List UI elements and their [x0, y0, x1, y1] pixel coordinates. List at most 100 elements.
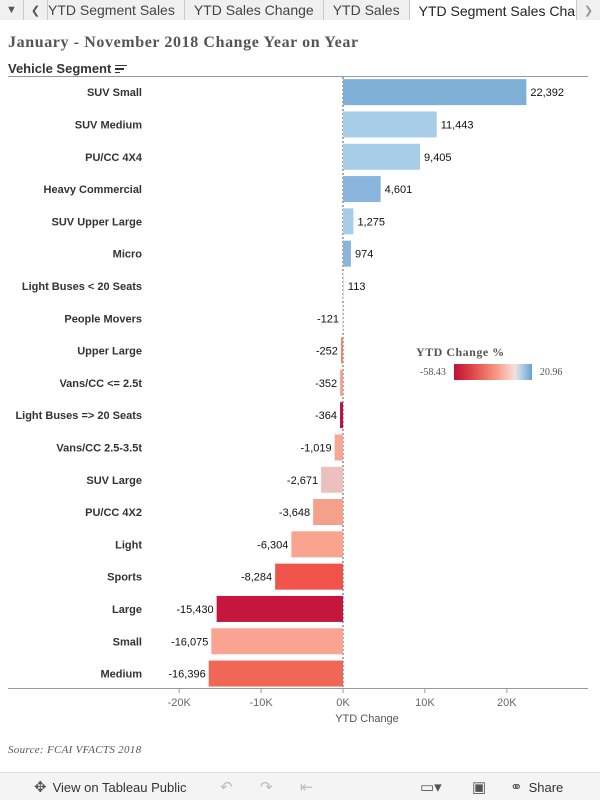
- category-label: Light: [115, 539, 142, 551]
- data-label: -3,648: [279, 507, 310, 519]
- bar: [216, 595, 343, 622]
- data-label: -121: [317, 313, 339, 325]
- data-label: -15,430: [176, 604, 213, 616]
- category-label: PU/CC 4X2: [85, 507, 142, 519]
- bar: [343, 111, 437, 138]
- data-label: -352: [315, 378, 337, 390]
- share-icon: ⚭: [510, 779, 523, 796]
- view-on-tableau-label: View on Tableau Public: [52, 779, 187, 795]
- tab-ytd-sales-change[interactable]: YTD Sales Change: [184, 0, 324, 20]
- bar: [343, 240, 351, 267]
- bar: [343, 79, 527, 106]
- revert-icon: ⇤: [300, 779, 313, 796]
- undo-button[interactable]: ↶: [220, 777, 233, 797]
- data-label: 1,275: [357, 216, 385, 228]
- data-label: -252: [316, 346, 338, 358]
- tabs-dropdown-icon[interactable]: ▼: [0, 0, 24, 20]
- bar: [211, 628, 343, 655]
- data-label: -16,075: [171, 636, 208, 648]
- data-label: -364: [315, 410, 337, 422]
- undo-icon: ↶: [220, 779, 233, 796]
- x-tick-label: 0K: [336, 697, 350, 709]
- share-label: Share: [528, 779, 564, 795]
- data-label: 113: [348, 281, 366, 293]
- bar: [340, 369, 343, 396]
- bar: [340, 337, 343, 364]
- tab-strip: ▼ ❮ YTD Segment Sales YTD Sales Change Y…: [0, 0, 600, 20]
- bar: [343, 143, 421, 170]
- category-label: PU/CC 4X4: [85, 152, 143, 164]
- legend-max-label: 20.96: [539, 366, 563, 378]
- x-axis-title: YTD Change: [335, 713, 399, 725]
- category-label: SUV Large: [86, 475, 142, 487]
- data-label: -16,396: [168, 669, 205, 681]
- download-icon: ▭▾: [420, 779, 442, 796]
- tab-ytd-segment-sales[interactable]: YTD Segment Sales: [48, 0, 185, 20]
- data-label: 22,392: [530, 87, 564, 99]
- legend-min-label: -58.43: [420, 366, 446, 378]
- bar: [343, 176, 381, 203]
- data-label: -8,284: [241, 572, 272, 584]
- category-label: SUV Medium: [75, 119, 142, 131]
- revert-button[interactable]: ⇤: [300, 777, 313, 797]
- category-label: People Movers: [64, 313, 142, 325]
- source-note: Source: FCAI VFACTS 2018: [8, 744, 142, 756]
- bar: [291, 531, 343, 558]
- sort-icon[interactable]: [115, 64, 128, 74]
- bar: [313, 499, 343, 526]
- tabs-prev-icon[interactable]: ❮: [24, 0, 48, 20]
- category-label: Medium: [100, 669, 142, 681]
- download-button[interactable]: ▭▾: [420, 777, 442, 797]
- bar: [340, 402, 343, 429]
- bar: [275, 563, 343, 590]
- data-label: -6,304: [257, 539, 288, 551]
- x-tick-label: -20K: [168, 697, 192, 709]
- data-label: 974: [355, 249, 373, 261]
- bottom-toolbar: ✥ View on Tableau Public ↶ ↷ ⇤ ▭▾ ▣ ⚭ Sh…: [0, 772, 600, 800]
- category-label: Vans/CC 2.5-3.5t: [56, 442, 142, 454]
- x-tick-label: -10K: [249, 697, 273, 709]
- data-label: -2,671: [287, 475, 318, 487]
- fullscreen-button[interactable]: ▣: [472, 777, 486, 797]
- category-label: Micro: [113, 249, 143, 261]
- data-label: 4,601: [385, 184, 413, 196]
- share-button[interactable]: ⚭ Share: [510, 777, 563, 797]
- data-label: 11,443: [441, 119, 474, 131]
- category-label: Light Buses < 20 Seats: [22, 281, 142, 293]
- category-label: Sports: [107, 572, 142, 584]
- redo-icon: ↷: [260, 779, 273, 796]
- legend-gradient: [453, 364, 532, 380]
- x-tick-label: 10K: [415, 697, 435, 709]
- category-label: Small: [113, 636, 142, 648]
- category-label: Light Buses => 20 Seats: [15, 410, 142, 422]
- bar: [321, 466, 343, 493]
- bar: [334, 434, 343, 461]
- bar: [343, 208, 354, 235]
- category-label: Vans/CC <= 2.5t: [59, 378, 142, 390]
- legend-title: YTD Change %: [416, 345, 505, 359]
- tab-ytd-segment-sales-change[interactable]: YTD Segment Sales Change: [409, 0, 576, 20]
- fullscreen-icon: ▣: [472, 779, 487, 796]
- category-label: Upper Large: [77, 346, 142, 358]
- view-on-tableau-button[interactable]: ✥ View on Tableau Public: [34, 777, 187, 797]
- category-label: SUV Small: [87, 87, 142, 99]
- tabs: YTD Segment Sales YTD Sales Change YTD S…: [48, 0, 576, 20]
- segment-header-label: Vehicle Segment: [8, 61, 112, 76]
- bar: [208, 660, 343, 687]
- x-tick-label: 20K: [497, 697, 517, 709]
- category-label: SUV Upper Large: [52, 216, 142, 228]
- category-label: Heavy Commercial: [44, 184, 142, 196]
- data-label: -1,019: [300, 442, 331, 454]
- bar: [343, 272, 344, 299]
- tab-ytd-sales[interactable]: YTD Sales: [323, 0, 410, 20]
- tableau-logo-icon: ✥: [34, 779, 47, 796]
- bar: [342, 305, 343, 332]
- color-legend: YTD Change % -58.43 20.96: [416, 345, 562, 380]
- category-label: Large: [112, 604, 142, 616]
- data-label: 9,405: [424, 152, 452, 164]
- bar-chart: SUV Small 22,392 SUV Medium 11,443 PU/CC 4X4…: [8, 76, 588, 725]
- redo-button[interactable]: ↷: [260, 777, 273, 797]
- segment-header[interactable]: Vehicle Segment: [8, 61, 128, 76]
- page-title: January - November 2018 Change Year on Y…: [8, 34, 359, 51]
- tabs-next-icon[interactable]: ❯: [576, 0, 600, 20]
